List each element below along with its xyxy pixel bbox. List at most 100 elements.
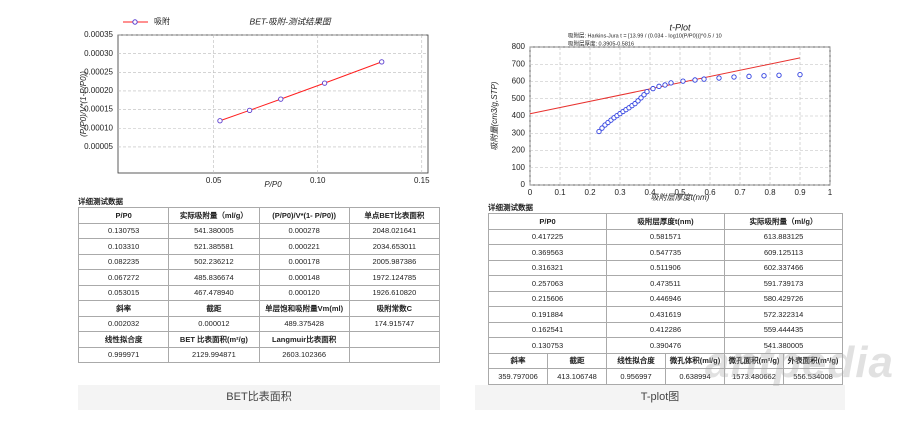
cell: 2005.987386: [348, 253, 441, 270]
cell: 0.581571: [606, 228, 725, 245]
cell: 0.473511: [606, 275, 725, 292]
x-tick-label: 0.4: [644, 188, 656, 197]
table-row: 0.257063 0.473511 591.739173: [488, 275, 843, 292]
cell: 0.002032: [77, 315, 170, 332]
cell: 0.412286: [606, 321, 725, 338]
y-tick-label: 0.00015: [84, 105, 113, 114]
x-tick-label: 0.3: [614, 188, 626, 197]
header-cell: 斜率: [488, 352, 548, 369]
cell: 0.511906: [606, 259, 725, 276]
marker: [599, 125, 605, 131]
legend-label: 吸附: [154, 16, 170, 26]
table-row: P/P0 实际吸附量（ml/g） (P/P0)/V*(1- P/P0)) 单点BET比…: [77, 207, 441, 224]
table-row: 0.162541 0.412286 559.444435: [488, 321, 843, 338]
table-row: 0.369563 0.547735 609.125113: [488, 244, 843, 261]
cell: 0.000278: [258, 222, 350, 239]
cell: 2129.994871: [168, 346, 260, 363]
x-tick-label: 0.15: [414, 176, 430, 185]
marker: [644, 89, 650, 95]
x-tick-label: 0.7: [734, 188, 746, 197]
legend-marker: [132, 19, 138, 25]
y-tick-label: 0.00010: [84, 123, 113, 132]
marker: [701, 76, 707, 82]
header-cell: BET 比表面积(m²/g): [168, 331, 260, 348]
plot-area: [117, 34, 429, 174]
chart-title: BET-吸附-测试结果图: [250, 16, 332, 26]
cell: 0.082235: [77, 253, 170, 270]
y-tick-label: 800: [512, 42, 526, 51]
data-table: P/P0 实际吸附量（ml/g） (P/P0)/V*(1- P/P0)) 单点BET比…: [77, 207, 441, 363]
cell: 0.000012: [168, 315, 260, 332]
cell: 467.478940: [168, 284, 260, 301]
empty-cell: [348, 346, 441, 363]
table-title: 详细测试数据: [488, 203, 533, 212]
cell: 359.797006: [488, 368, 548, 385]
cell: 0.417225: [488, 228, 607, 245]
table-row: 0.316321 0.511906 602.337466: [488, 259, 843, 276]
marker: [656, 83, 662, 89]
table-row: 线性拟合度 BET 比表面积(m²/g) Langmuir比表面积: [77, 331, 441, 348]
caption: BET比表面积: [78, 385, 440, 410]
y-tick-label: 500: [512, 94, 526, 103]
header-cell: 实际吸附量（ml/g）: [724, 213, 843, 230]
header-cell: P/P0: [488, 213, 607, 230]
cell: 572.322314: [724, 306, 843, 323]
marker: [716, 75, 722, 81]
cell: 413.106748: [547, 368, 607, 385]
x-tick-label: 0.5: [674, 188, 686, 197]
header-cell: (P/P0)/V*(1- P/P0)): [258, 207, 350, 224]
cell: 2603.102366: [258, 346, 350, 363]
marker: [379, 59, 385, 65]
header-cell: 吸附常数C: [348, 300, 441, 317]
cell: 521.385581: [168, 238, 260, 255]
x-tick-label: 0.2: [584, 188, 596, 197]
y-axis-label: 吸附量(cm3/g,STP): [490, 81, 499, 150]
cell: 0.162541: [488, 321, 607, 338]
marker: [761, 73, 767, 79]
table-row: 0.999971 2129.994871 2603.102366: [77, 346, 441, 363]
table-row: 359.797006 413.106748 0.956997 0.638994 1573…: [488, 368, 843, 385]
marker: [278, 96, 284, 102]
cell: 541.380005: [168, 222, 260, 239]
cell: 602.337466: [724, 259, 843, 276]
x-tick-label: 0.10: [310, 176, 326, 185]
empty-cell: [348, 331, 441, 348]
marker: [321, 80, 328, 86]
header-cell: 线性拟合度: [77, 331, 170, 348]
cell: 2034.653011: [348, 238, 441, 255]
x-tick-label: 0.8: [764, 188, 776, 197]
cell: 0.999971: [77, 346, 170, 363]
cell: 0.956997: [606, 368, 666, 385]
marker: [641, 92, 647, 98]
x-axis-label: P/P0: [264, 180, 282, 189]
marker: [246, 107, 253, 113]
x-tick-label: 0.1: [554, 188, 566, 197]
table-row: P/P0 吸附层厚度t(nm) 实际吸附量（ml/g）: [488, 213, 843, 230]
cell: 0.638994: [665, 368, 725, 385]
cell: 559.444435: [724, 321, 843, 338]
table-row: 0.002032 0.000012 489.375428 174.915747: [77, 315, 441, 332]
cell: 609.125113: [724, 244, 843, 261]
table-row: 0.130753 541.380005 0.000278 2048.021641: [77, 222, 441, 239]
y-tick-label: 0.00025: [84, 67, 113, 76]
marker: [650, 85, 656, 92]
cell: 489.375428: [258, 315, 350, 332]
marker: [217, 118, 223, 124]
y-tick-label: 200: [512, 146, 526, 155]
x-tick-label: 0.05: [206, 176, 222, 185]
y-tick-label: 0.00030: [84, 49, 113, 58]
cell: 502.236212: [168, 253, 260, 270]
table-row: 0.215606 0.446946 580.429726: [488, 290, 843, 307]
cell: 0.547735: [606, 244, 725, 261]
cell: 2048.021641: [348, 222, 441, 239]
marker: [776, 72, 782, 78]
marker: [746, 73, 752, 79]
table-row: 0.130753 0.390476 541.380005: [488, 337, 843, 354]
cell: 0.130753: [77, 222, 170, 239]
x-axis-label: 吸附层厚度t(nm): [651, 193, 710, 202]
caption: T-plot图: [475, 385, 845, 410]
cell: 0.103310: [77, 238, 170, 255]
y-tick-label: 600: [512, 77, 526, 86]
cell: 0.130753: [488, 337, 607, 354]
